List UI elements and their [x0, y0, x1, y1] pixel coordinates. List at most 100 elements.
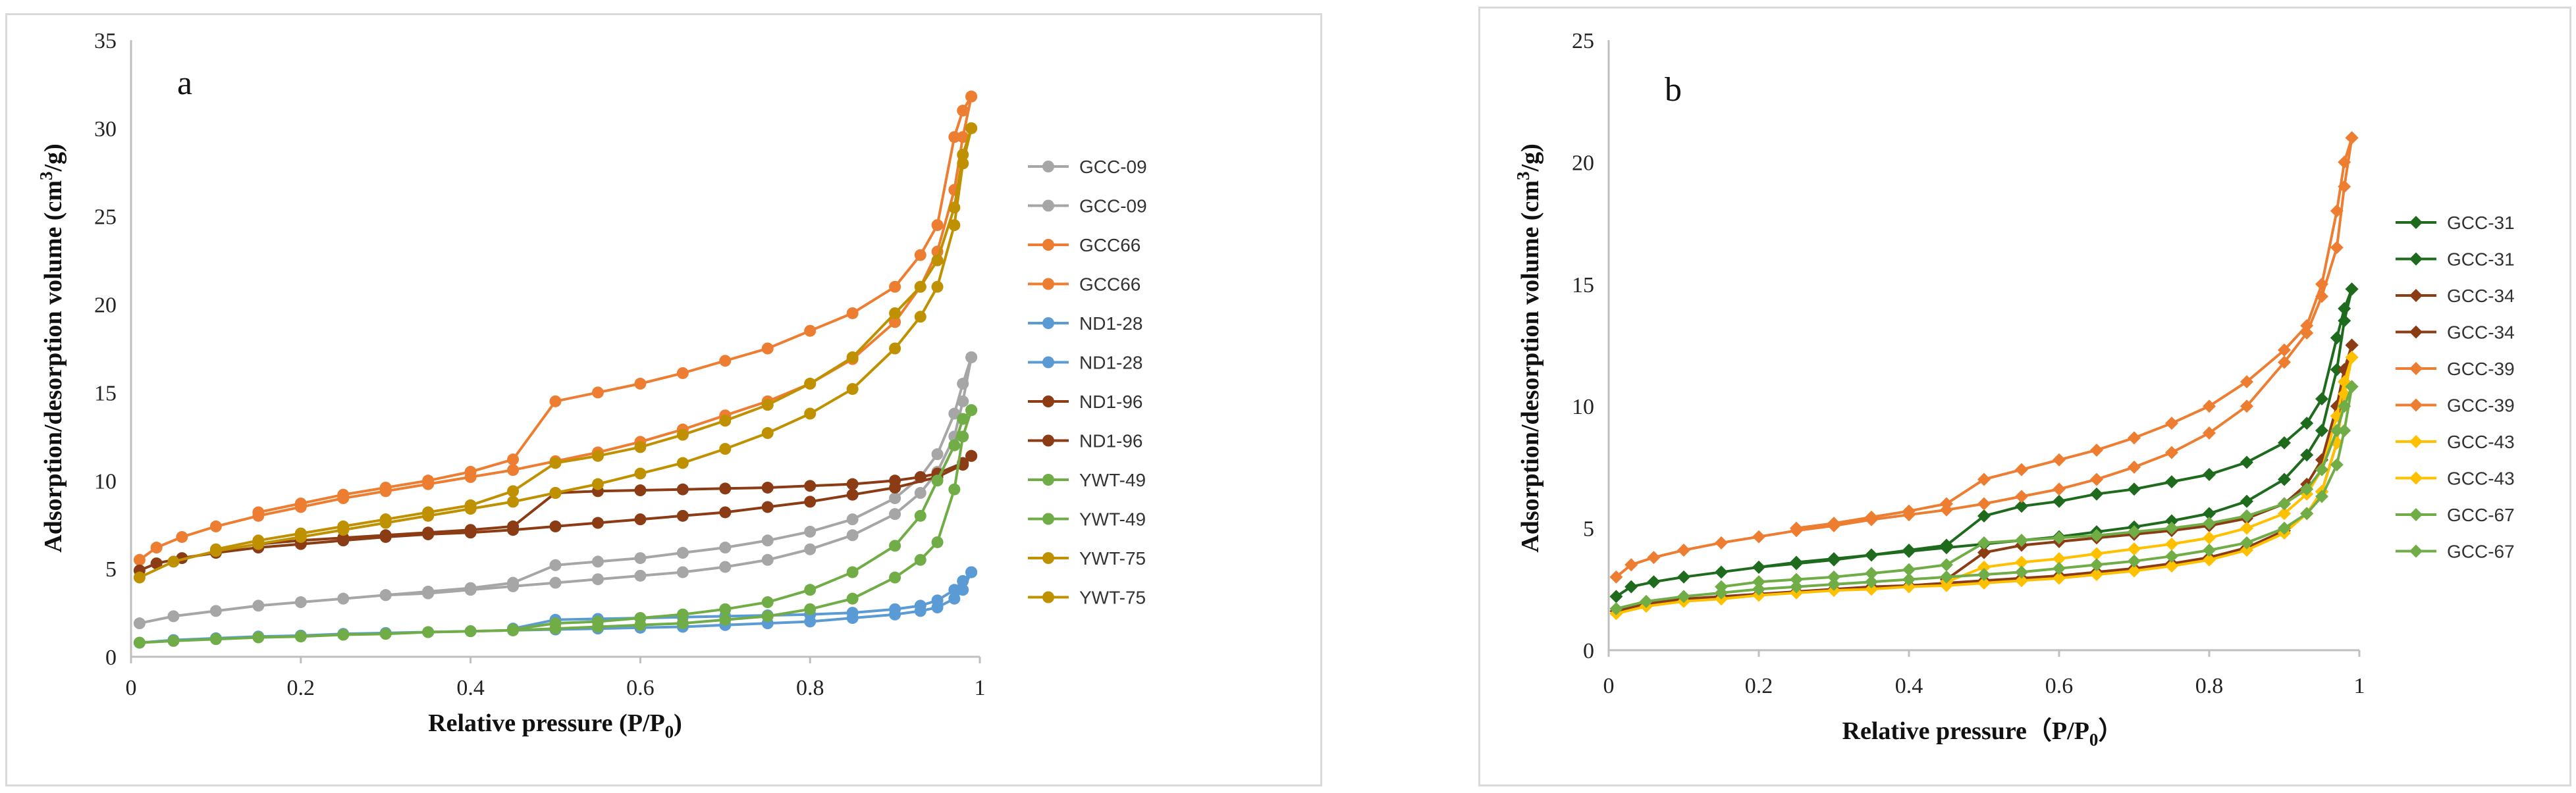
- data-point: [965, 404, 978, 417]
- data-point: [761, 534, 774, 547]
- data-point: [914, 600, 926, 612]
- data-point: [2330, 331, 2344, 345]
- legend-swatch-marker: [2409, 471, 2423, 485]
- data-point: [2240, 509, 2253, 523]
- data-point: [676, 367, 689, 379]
- data-point: [846, 607, 859, 619]
- data-point: [1827, 570, 1840, 584]
- data-point: [914, 280, 926, 293]
- data-point: [2203, 553, 2216, 567]
- y-tick-label: 25: [1572, 29, 1594, 53]
- data-point: [1827, 577, 1840, 591]
- data-point: [2203, 468, 2216, 482]
- data-point: [2015, 574, 2028, 588]
- data-point: [507, 576, 520, 589]
- data-point: [719, 613, 732, 626]
- data-point: [379, 628, 392, 640]
- data-point: [591, 615, 604, 628]
- data-point: [948, 592, 961, 605]
- data-point: [1715, 565, 1728, 579]
- x-tick-label: 0.6: [2045, 674, 2074, 698]
- data-point: [2128, 554, 2141, 568]
- data-point: [1902, 543, 1916, 557]
- data-point: [2278, 473, 2291, 486]
- data-point: [1609, 570, 1623, 584]
- legend-label: YWT-49: [1079, 509, 1146, 530]
- data-point: [634, 484, 647, 497]
- data-point: [422, 585, 435, 598]
- data-point: [719, 542, 732, 554]
- data-point: [507, 520, 520, 532]
- data-point: [1647, 551, 1661, 565]
- data-point: [2330, 363, 2344, 376]
- data-point: [2330, 241, 2344, 255]
- data-point: [2300, 417, 2314, 430]
- data-point: [2278, 497, 2291, 511]
- x-tick-label: 0.2: [287, 676, 315, 700]
- legend-item: GCC-39: [2396, 396, 2515, 416]
- series-line: [139, 455, 973, 572]
- data-point: [965, 566, 978, 578]
- legend-swatch-marker: [1042, 434, 1054, 447]
- data-point: [2090, 473, 2103, 486]
- data-point: [1827, 553, 1840, 567]
- data-point: [2240, 399, 2253, 413]
- data-point: [507, 485, 520, 498]
- data-point: [634, 441, 647, 453]
- data-point: [846, 307, 859, 319]
- legend-item: GCC-34: [2396, 286, 2515, 306]
- data-point: [2345, 351, 2359, 365]
- data-point: [889, 280, 901, 293]
- x-axis-title: Relative pressure (P/P0): [428, 709, 682, 742]
- data-point: [2053, 531, 2066, 545]
- data-point: [379, 481, 392, 494]
- legend-item: YWT-75: [1028, 548, 1146, 569]
- data-point: [1977, 546, 1991, 559]
- data-point: [957, 378, 969, 390]
- data-point: [676, 483, 689, 496]
- data-point: [2203, 517, 2216, 530]
- data-point: [2315, 392, 2328, 406]
- data-point: [957, 430, 969, 443]
- data-point: [846, 478, 859, 490]
- data-point: [422, 506, 435, 519]
- series-line: [1796, 137, 2353, 530]
- data-point: [2330, 204, 2344, 218]
- data-point: [761, 399, 774, 411]
- data-point: [1677, 590, 1690, 603]
- data-point: [2090, 443, 2103, 457]
- data-point: [2240, 521, 2253, 535]
- data-point: [2278, 436, 2291, 449]
- x-tick-label: 0.8: [2195, 674, 2224, 698]
- data-point: [2090, 547, 2103, 561]
- data-point: [2315, 424, 2328, 438]
- data-point: [422, 526, 435, 539]
- series-gcc-43-desorption: [1940, 351, 2359, 589]
- data-point: [931, 254, 944, 267]
- data-point: [804, 603, 817, 615]
- legend-swatch-marker: [1042, 356, 1054, 369]
- data-point: [948, 439, 961, 451]
- data-point: [2203, 543, 2216, 557]
- y-axis-title: Adsorption/desorption volume (cm3/g): [1513, 143, 1544, 553]
- data-point: [167, 610, 180, 623]
- data-point: [761, 610, 774, 623]
- legend-swatch-marker: [2409, 252, 2423, 266]
- panel-label: b: [1665, 71, 1682, 109]
- data-point: [2315, 490, 2328, 503]
- legend-label: GCC-43: [2447, 432, 2515, 452]
- y-tick-label: 30: [94, 117, 117, 141]
- legend-item: ND1-96: [1028, 431, 1142, 451]
- legend-label: GCC-09: [1079, 196, 1147, 217]
- legend-swatch-marker: [2409, 362, 2423, 375]
- data-point: [1790, 573, 1803, 586]
- data-point: [1752, 530, 1765, 544]
- data-point: [252, 506, 265, 519]
- data-point: [549, 520, 562, 532]
- legend-item: ND1-28: [1028, 353, 1142, 373]
- data-point: [2015, 534, 2028, 548]
- x-axis-title: Relative pressure（P/P0）: [1842, 717, 2124, 750]
- data-point: [1902, 563, 1916, 576]
- data-point: [1940, 497, 1953, 511]
